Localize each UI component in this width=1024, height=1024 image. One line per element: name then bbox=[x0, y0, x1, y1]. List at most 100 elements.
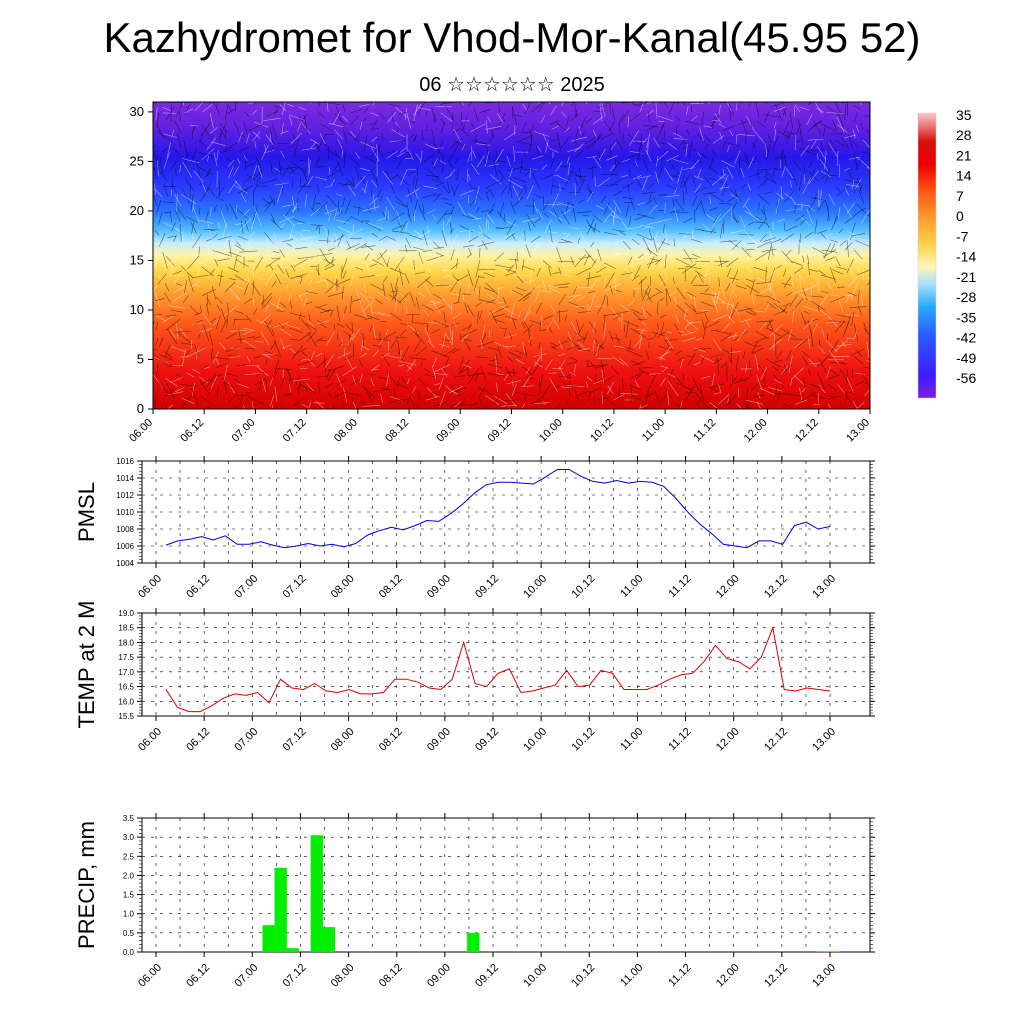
wind-vector bbox=[786, 131, 792, 144]
wind-vector bbox=[291, 206, 298, 212]
wind-vector bbox=[163, 152, 170, 169]
wind-vector bbox=[630, 260, 647, 267]
wind-vector bbox=[495, 226, 505, 229]
wind-vector bbox=[495, 352, 499, 364]
wind-vector bbox=[742, 350, 746, 358]
cs-xtick-label: 08.12 bbox=[383, 417, 411, 445]
wind-vector bbox=[337, 379, 346, 386]
wind-vector bbox=[299, 106, 307, 111]
wind-vector bbox=[226, 311, 229, 329]
wind-vector bbox=[552, 317, 560, 329]
wind-vector bbox=[711, 373, 715, 387]
wind-vector bbox=[843, 203, 853, 218]
wind-vector bbox=[328, 167, 331, 176]
wind-vector bbox=[720, 332, 734, 342]
wind-vector bbox=[676, 124, 678, 136]
wind-vector bbox=[336, 305, 341, 322]
wind-vector bbox=[413, 199, 418, 217]
wind-vector bbox=[458, 230, 475, 232]
wind-vector bbox=[333, 129, 344, 140]
ytick-label: 18.5 bbox=[118, 624, 134, 633]
wind-vector bbox=[592, 321, 596, 332]
wind-vector bbox=[588, 390, 592, 403]
wind-vector bbox=[237, 184, 254, 194]
wind-vector bbox=[307, 175, 314, 186]
colorbar-label: -56 bbox=[956, 370, 976, 386]
wind-vector bbox=[153, 375, 164, 389]
wind-vector bbox=[408, 396, 415, 405]
wind-vector bbox=[612, 215, 615, 226]
wind-vector bbox=[513, 114, 523, 117]
wind-vector bbox=[521, 385, 535, 387]
wind-vector bbox=[548, 372, 557, 374]
wind-vector bbox=[217, 404, 220, 409]
wind-vector bbox=[820, 232, 833, 242]
wind-vector bbox=[740, 183, 747, 189]
wind-vector bbox=[696, 133, 706, 143]
wind-vector bbox=[817, 304, 820, 312]
wind-vector bbox=[351, 177, 355, 188]
wind-vector bbox=[646, 102, 654, 105]
wind-vector bbox=[293, 347, 308, 356]
wind-vector bbox=[391, 185, 395, 194]
wind-vector bbox=[275, 273, 282, 285]
wind-vector bbox=[657, 142, 668, 145]
wind-vector bbox=[630, 327, 647, 338]
wind-vector bbox=[647, 141, 649, 155]
wind-vector bbox=[685, 143, 688, 157]
wind-vector bbox=[433, 364, 450, 373]
wind-vector bbox=[851, 179, 855, 189]
wind-vector bbox=[846, 240, 849, 258]
wind-vector bbox=[488, 364, 503, 369]
wind-vector bbox=[773, 359, 783, 363]
wind-vector bbox=[816, 145, 827, 161]
wind-vector bbox=[343, 216, 353, 225]
wind-vector bbox=[310, 207, 316, 214]
wind-vector bbox=[694, 347, 703, 351]
wind-vector bbox=[398, 360, 417, 366]
panel-frame bbox=[141, 817, 871, 953]
wind-vector bbox=[420, 150, 423, 163]
wind-vector bbox=[298, 288, 315, 297]
wind-vector bbox=[238, 328, 242, 345]
wind-vector bbox=[848, 391, 855, 394]
wind-vector bbox=[478, 299, 496, 304]
wind-vector bbox=[286, 284, 288, 291]
wind-vector bbox=[539, 377, 541, 393]
wind-vector bbox=[457, 243, 460, 255]
wind-vector bbox=[513, 196, 524, 207]
precip-bar bbox=[274, 867, 287, 952]
xtick-label: 09.00 bbox=[425, 962, 453, 990]
wind-vector bbox=[848, 265, 853, 276]
colorbar-label: -35 bbox=[956, 309, 976, 325]
wind-vector bbox=[569, 293, 580, 301]
wind-vector bbox=[812, 394, 827, 399]
wind-vector bbox=[579, 231, 586, 242]
wind-vector bbox=[182, 348, 186, 367]
wind-vector bbox=[449, 323, 452, 341]
wind-vector bbox=[413, 103, 422, 116]
wind-vector bbox=[491, 129, 494, 139]
wind-vector bbox=[425, 124, 429, 131]
wind-vector bbox=[574, 391, 580, 401]
wind-vector bbox=[616, 159, 621, 166]
wind-vector bbox=[476, 152, 488, 165]
xtick-label: 10.12 bbox=[569, 573, 597, 601]
wind-vector bbox=[515, 391, 533, 396]
wind-vector bbox=[394, 260, 398, 270]
wind-vector bbox=[559, 165, 568, 168]
wind-vector bbox=[270, 213, 276, 225]
wind-vector bbox=[699, 127, 704, 142]
wind-vector bbox=[192, 274, 209, 279]
wind-vector bbox=[809, 149, 824, 152]
wind-vector bbox=[534, 292, 539, 303]
wind-vector bbox=[407, 171, 416, 176]
wind-vector bbox=[336, 373, 342, 387]
wind-vector bbox=[393, 388, 397, 397]
wind-vector bbox=[359, 176, 366, 184]
wind-vector bbox=[283, 393, 292, 396]
wind-vector bbox=[660, 365, 669, 369]
wind-vector bbox=[176, 103, 183, 117]
ytick-label: 2.5 bbox=[123, 852, 135, 861]
wind-vector bbox=[215, 358, 220, 365]
